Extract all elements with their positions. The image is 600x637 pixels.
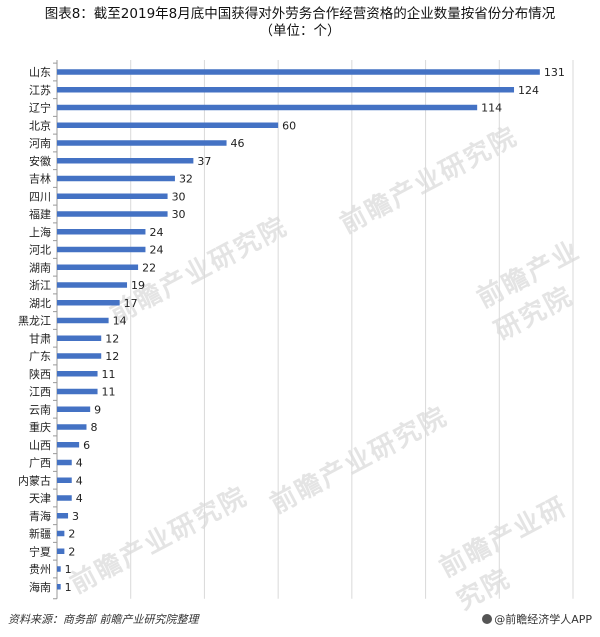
- category-label: 黑龙江: [18, 315, 51, 328]
- category-label: 青海: [29, 509, 51, 523]
- bar: [57, 335, 102, 341]
- category-label: 贵州: [29, 563, 51, 576]
- bar: [57, 584, 61, 590]
- data-label: 30: [172, 190, 186, 203]
- data-label: 4: [76, 474, 83, 487]
- bar: [57, 459, 72, 466]
- category-label: 云南: [29, 403, 51, 416]
- bar: [57, 371, 98, 377]
- bar: [57, 140, 227, 146]
- category-label: 吉林: [29, 172, 51, 186]
- bar: [57, 442, 80, 448]
- category-label: 甘肃: [29, 332, 51, 345]
- data-label: 9: [94, 403, 101, 416]
- category-label: 湖南: [29, 261, 51, 274]
- brand-logo-icon: [482, 614, 493, 624]
- bar: [57, 211, 168, 217]
- bar: [57, 566, 61, 572]
- bar: [57, 122, 279, 128]
- bar: [57, 229, 146, 235]
- data-label: 4: [76, 457, 83, 470]
- data-label: 4: [76, 492, 83, 505]
- category-label: 山东: [29, 66, 51, 79]
- bar: [57, 246, 146, 253]
- data-label: 24: [149, 244, 163, 257]
- category-label: 浙江: [29, 279, 51, 292]
- category-label: 北京: [29, 118, 51, 132]
- category-label: 内蒙古: [18, 473, 51, 487]
- bar: [57, 424, 87, 430]
- bar: [57, 69, 540, 75]
- category-label: 陕西: [29, 367, 51, 381]
- category-label: 重庆: [29, 420, 51, 434]
- data-label: 24: [149, 226, 163, 239]
- data-label: 2: [68, 528, 75, 541]
- bar: [57, 353, 102, 359]
- bar: [57, 264, 139, 270]
- data-label: 2: [68, 545, 75, 558]
- category-label: 河北: [29, 244, 51, 257]
- category-label: 上海: [29, 225, 51, 239]
- bar: [57, 513, 69, 519]
- bar: [57, 477, 72, 483]
- data-label: 1: [65, 581, 72, 594]
- data-label: 3: [72, 510, 79, 523]
- bar: [57, 104, 478, 111]
- data-label: 124: [518, 84, 539, 97]
- chart-title: 图表8：截至2019年8月底中国获得对外劳务合作经营资格的企业数量按省份分布情况: [44, 6, 556, 22]
- category-label: 山西: [29, 439, 51, 452]
- bar: [57, 158, 194, 164]
- brand-text: @前瞻经济学人APP: [494, 613, 592, 626]
- data-label: 12: [105, 350, 119, 363]
- category-label: 四川: [29, 190, 51, 203]
- category-label: 天津: [29, 492, 51, 505]
- category-label: 宁夏: [29, 544, 51, 558]
- source-note: 资料来源：商务部 前瞻产业研究院整理: [8, 613, 199, 626]
- category-label: 广东: [29, 350, 51, 363]
- data-label: 37: [197, 155, 211, 168]
- data-label: 32: [179, 173, 193, 186]
- data-label: 30: [172, 208, 186, 221]
- bar: [57, 406, 91, 412]
- bar: [57, 530, 65, 537]
- category-label: 新疆: [29, 527, 51, 541]
- bar: [57, 548, 65, 554]
- category-label: 河南: [29, 137, 51, 150]
- category-label: 福建: [29, 207, 51, 221]
- data-label: 60: [282, 119, 296, 132]
- data-label: 19: [131, 279, 145, 292]
- data-label: 8: [90, 421, 97, 434]
- category-label: 辽宁: [29, 101, 51, 115]
- data-label: 11: [102, 386, 116, 399]
- category-label: 安徽: [29, 154, 51, 168]
- data-label: 131: [544, 66, 565, 79]
- bar: [57, 300, 120, 306]
- brand-credit: @前瞻经济学人APP: [482, 611, 592, 627]
- category-label: 江西: [29, 386, 51, 399]
- bar: [57, 175, 175, 182]
- bar: [57, 87, 515, 93]
- data-label: 22: [142, 261, 156, 274]
- bar: [57, 388, 98, 395]
- bar: [57, 282, 128, 288]
- category-label: 广西: [29, 457, 51, 470]
- data-label: 114: [481, 102, 502, 115]
- category-label: 海南: [29, 580, 51, 594]
- category-label: 江苏: [29, 84, 51, 97]
- bar: [57, 317, 109, 324]
- data-label: 1: [65, 563, 72, 576]
- data-label: 17: [124, 297, 138, 310]
- category-label: 湖北: [29, 297, 51, 310]
- data-label: 11: [102, 368, 116, 381]
- data-label: 6: [83, 439, 90, 452]
- data-label: 14: [113, 315, 127, 328]
- bar: [57, 495, 72, 501]
- data-label: 46: [231, 137, 245, 150]
- data-label: 12: [105, 332, 119, 345]
- bar: [57, 193, 168, 199]
- chart-subtitle: （单位：个）: [259, 23, 341, 39]
